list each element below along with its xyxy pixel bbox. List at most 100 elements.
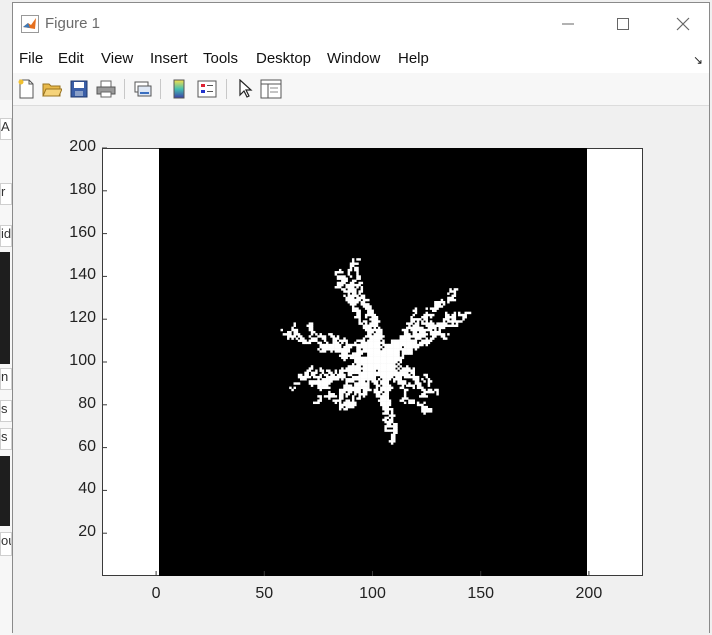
cluster-pixel: [416, 326, 420, 330]
cluster-pixel: [384, 393, 387, 396]
cluster-pixel: [410, 315, 413, 319]
cluster-pixel: [347, 365, 351, 368]
cluster-pixel: [447, 324, 450, 327]
maximize-button[interactable]: [603, 11, 643, 37]
cluster-pixel: [390, 437, 394, 441]
cluster-pixel: [364, 335, 368, 338]
cluster-pixel: [382, 386, 385, 390]
cluster-pixel: [325, 348, 329, 351]
cluster-pixel: [364, 322, 368, 325]
title-bar[interactable]: Figure 1: [13, 3, 709, 43]
menu-help[interactable]: Help: [398, 50, 429, 67]
close-button[interactable]: [663, 11, 703, 37]
cluster-pixel: [351, 307, 355, 310]
cluster-pixel: [312, 330, 316, 334]
cluster-pixel: [358, 292, 361, 295]
cluster-pixel: [423, 412, 426, 415]
menu-view[interactable]: View: [101, 50, 134, 67]
cluster-pixel: [425, 408, 428, 411]
cluster-pixel: [455, 288, 459, 291]
figure-canvas[interactable]: 20 40 60 80 100 120 140 160 180 200 0 50 100 150 200: [13, 106, 709, 634]
cluster-pixel: [423, 390, 426, 394]
cluster-pixel: [377, 335, 381, 338]
dock-figure-icon[interactable]: ↘: [692, 53, 703, 67]
cluster-pixel: [312, 380, 316, 383]
cluster-pixel: [364, 363, 368, 366]
cluster-pixel: [377, 341, 381, 345]
cluster-pixel: [315, 337, 318, 340]
cluster-pixel: [343, 337, 346, 340]
cluster-pixel: [393, 367, 396, 370]
edit-plot-button[interactable]: [234, 78, 256, 100]
cluster-pixel: [332, 373, 335, 377]
cluster-pixel: [382, 382, 385, 385]
cluster-pixel: [375, 384, 379, 387]
cluster-pixel: [380, 350, 383, 353]
cluster-pixel: [375, 345, 379, 349]
cluster-pixel: [369, 330, 372, 334]
x-tick-label: 0: [151, 585, 161, 602]
print-button[interactable]: [95, 78, 117, 100]
cluster-pixel: [414, 337, 418, 340]
cluster-pixel: [317, 378, 320, 381]
menu-edit[interactable]: Edit: [58, 50, 84, 67]
cluster-pixel: [371, 365, 374, 368]
cluster-pixel: [362, 337, 366, 340]
cluster-pixel: [369, 324, 372, 327]
cluster-pixel: [358, 360, 361, 364]
cluster-pixel: [451, 294, 454, 298]
cluster-pixel: [386, 382, 390, 385]
cluster-pixel: [362, 345, 366, 349]
link-plot-button[interactable]: [132, 78, 154, 100]
property-inspector-button[interactable]: [260, 78, 282, 100]
cluster-pixel: [382, 371, 385, 375]
cluster-pixel: [308, 375, 312, 379]
cluster-pixel: [434, 309, 437, 313]
cluster-pixel: [382, 339, 385, 342]
menu-window[interactable]: Window: [327, 50, 381, 67]
cluster-pixel: [395, 354, 398, 357]
cluster-pixel: [308, 339, 312, 342]
cluster-pixel: [323, 378, 327, 381]
insert-colorbar-button[interactable]: [168, 78, 190, 100]
minimize-button[interactable]: [548, 11, 588, 37]
cluster-pixel: [380, 390, 383, 394]
cluster-pixel: [351, 309, 355, 313]
cluster-pixel: [377, 369, 381, 372]
cluster-pixel: [362, 384, 366, 387]
cluster-pixel: [440, 335, 444, 338]
save-button[interactable]: [68, 78, 90, 100]
cluster-pixel: [410, 320, 413, 323]
cluster-pixel: [351, 258, 355, 261]
cluster-pixel: [447, 315, 450, 319]
new-figure-button[interactable]: [15, 78, 37, 100]
cluster-pixel: [412, 330, 415, 334]
cluster-pixel: [304, 375, 307, 379]
cluster-pixel: [434, 326, 437, 330]
cluster-pixel: [393, 429, 396, 432]
cluster-pixel: [436, 301, 439, 304]
cluster-pixel: [427, 380, 431, 383]
menu-tools[interactable]: Tools: [203, 50, 239, 67]
cluster-pixel: [380, 373, 383, 377]
insert-legend-button[interactable]: [196, 78, 218, 100]
cluster-pixel: [325, 341, 329, 345]
cluster-pixel: [393, 365, 396, 368]
cluster-pixel: [419, 326, 422, 330]
cluster-pixel: [334, 348, 338, 351]
menu-file[interactable]: File: [19, 50, 44, 67]
cluster-pixel: [360, 393, 364, 396]
toolbar-separator: [124, 79, 125, 99]
cluster-pixel: [384, 390, 387, 394]
cluster-pixel: [351, 260, 355, 263]
menu-insert[interactable]: Insert: [150, 50, 188, 67]
cluster-pixel: [358, 397, 361, 400]
cluster-pixel: [362, 382, 366, 385]
cluster-pixel: [390, 360, 394, 364]
menu-desktop[interactable]: Desktop: [256, 50, 312, 67]
open-file-button[interactable]: [41, 78, 63, 100]
cluster-pixel: [360, 371, 364, 375]
cluster-pixel: [338, 375, 342, 379]
cluster-pixel: [289, 386, 292, 390]
cluster-pixel: [384, 350, 387, 353]
